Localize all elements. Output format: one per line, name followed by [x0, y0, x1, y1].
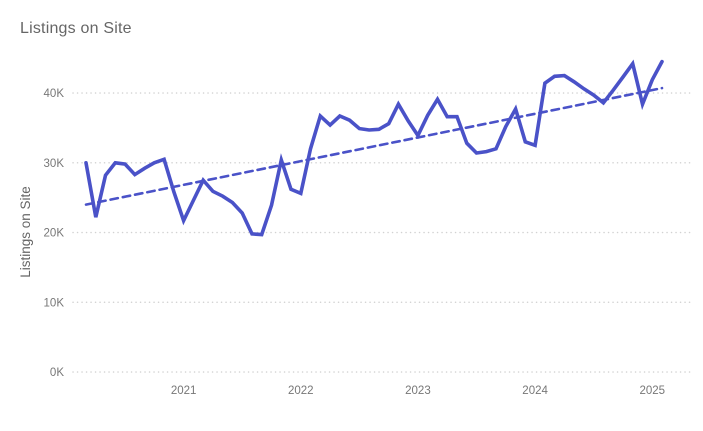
y-axis-title: Listings on Site	[18, 186, 33, 278]
x-tick-label: 2023	[405, 385, 431, 397]
y-tick-label: 40K	[44, 88, 65, 100]
y-tick-label: 30K	[44, 158, 65, 170]
x-tick-label: 2022	[288, 385, 314, 397]
y-tick-label: 10K	[44, 297, 65, 309]
x-axis-tick-labels: 2021 2022 2023 2024 2025	[171, 385, 665, 397]
y-tick-label: 0K	[50, 367, 64, 379]
y-tick-label: 20K	[44, 228, 65, 240]
chart-title: Listings on Site	[20, 20, 132, 37]
gridlines	[72, 92, 691, 373]
x-tick-label: 2024	[522, 385, 548, 397]
trend-line	[84, 86, 664, 206]
series-line[interactable]	[84, 59, 664, 237]
x-tick-label: 2025	[639, 385, 665, 397]
x-tick-label: 2021	[171, 385, 197, 397]
y-axis-tick-labels: 0K 10K 20K 30K 40K	[44, 88, 65, 379]
